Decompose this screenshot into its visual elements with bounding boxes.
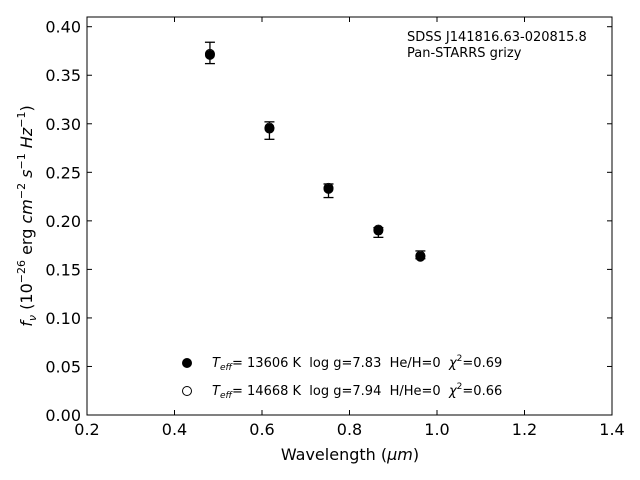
data-point-filled: [204, 49, 215, 60]
y-tick-label: 0.25: [45, 163, 81, 182]
annotation-object-name: SDSS J141816.63-020815.8: [407, 30, 587, 45]
y-axis-label: fν (10−26 erg cm−2 s−1 Hz−1): [15, 105, 39, 326]
y-tick-label: 0.10: [45, 309, 81, 328]
x-axis-ticks: 0.2 0.4 0.6 0.8 1.0 1.2 1.4: [74, 17, 625, 439]
y-tick-label: 0.00: [45, 406, 81, 425]
x-tick-label: 0.2: [74, 420, 99, 439]
x-tick-label: 0.6: [249, 420, 274, 439]
error-bars: [204, 41, 426, 260]
data-point-filled: [264, 123, 275, 134]
x-tick-label: 1.0: [424, 420, 449, 439]
y-tick-label: 0.35: [45, 66, 81, 85]
data-markers: [204, 48, 426, 262]
legend-marker-filled: [182, 358, 192, 368]
annotation-survey: Pan-STARRS grizy: [407, 46, 522, 61]
y-tick-label: 0.15: [45, 260, 81, 279]
x-tick-label: 1.4: [599, 420, 624, 439]
legend-marker-open: [182, 386, 192, 396]
legend-entry-2: Teff= 14668 K log g=7.94 H/He=0 χ2=0.66: [212, 382, 502, 401]
data-point-filled: [373, 225, 384, 236]
x-tick-label: 1.2: [512, 420, 537, 439]
data-point-filled: [323, 183, 334, 194]
x-tick-label: 0.4: [162, 420, 187, 439]
y-axis-ticks: 0.00 0.05 0.10 0.15 0.20 0.25 0.30 0.35 0.40: [45, 18, 612, 425]
y-tick-label: 0.20: [45, 212, 81, 231]
y-tick-label: 0.40: [45, 18, 81, 37]
x-tick-label: 0.8: [337, 420, 362, 439]
y-tick-label: 0.30: [45, 115, 81, 134]
x-axis-label: Wavelength (μm): [281, 445, 419, 464]
legend-entry-1: Teff= 13606 K log g=7.83 He/H=0 χ2=0.69: [212, 354, 502, 373]
data-point-filled: [415, 251, 426, 262]
y-tick-label: 0.05: [45, 357, 81, 376]
